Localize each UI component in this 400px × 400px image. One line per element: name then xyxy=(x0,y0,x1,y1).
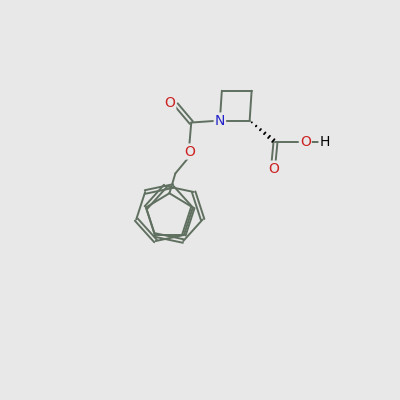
Text: O: O xyxy=(184,144,195,158)
Text: O: O xyxy=(164,96,175,110)
Text: O: O xyxy=(300,136,311,150)
Text: H: H xyxy=(320,136,330,150)
Text: N: N xyxy=(215,114,225,128)
Text: O: O xyxy=(268,162,279,176)
